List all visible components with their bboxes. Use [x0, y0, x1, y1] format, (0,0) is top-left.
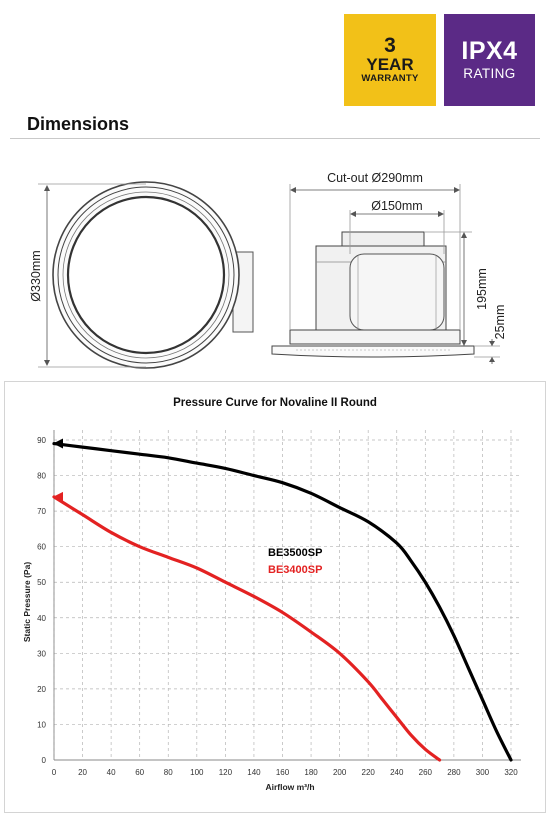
x-tick-label-260: 260	[419, 768, 433, 777]
fascia-label: 25mm	[493, 305, 507, 340]
dimension-drawings: Ø330mm Cut-out Ø290mm Ø150mm 195mm	[29, 171, 507, 369]
y-tick-label-40: 40	[37, 614, 46, 623]
cutout-dimension	[289, 184, 461, 330]
height-label: 195mm	[475, 268, 489, 310]
chart-title: Pressure Curve for Novaline II Round	[173, 397, 377, 409]
fascia-dimension	[474, 339, 500, 364]
y-axis-title: Static Pressure (Pa)	[22, 562, 32, 642]
warranty-badge: 3 YEAR WARRANTY	[344, 14, 436, 106]
y-tick-label-90: 90	[37, 436, 46, 445]
x-tick-label-40: 40	[107, 768, 116, 777]
chart-grid	[53, 430, 521, 761]
warranty-label: WARRANTY	[361, 73, 419, 84]
chart-series	[52, 438, 513, 762]
x-tick-label-220: 220	[362, 768, 376, 777]
y-tick-label-0: 0	[42, 756, 47, 765]
cutout-label: Cut-out Ø290mm	[327, 171, 423, 185]
y-tick-label-20: 20	[37, 685, 46, 694]
side-view-fascia	[271, 345, 475, 358]
chart-ticks: 0 20 40 60 80 100 120 140 160 180 200 220 240 260 280 3…	[37, 436, 518, 777]
legend-entry-be3400sp: BE3400SP	[268, 564, 322, 576]
pressure-curve-chart: Pressure Curve for Novaline II Round 0 20…	[22, 397, 521, 792]
x-tick-label-300: 300	[476, 768, 490, 777]
series-line-be3500sp	[52, 441, 513, 762]
side-view-duct-spigot	[349, 253, 445, 331]
x-tick-label-180: 180	[304, 768, 318, 777]
dimensions-title: Dimensions	[27, 114, 130, 134]
x-tick-label-120: 120	[219, 768, 233, 777]
duct-label: Ø150mm	[371, 199, 422, 213]
y-tick-label-10: 10	[37, 720, 46, 729]
front-view-rim-ring	[57, 186, 235, 364]
side-view-drawing	[271, 231, 475, 358]
ipx-rating-label: RATING	[463, 66, 516, 81]
warranty-number: 3	[384, 34, 396, 57]
diameter-label: Ø330mm	[29, 250, 43, 301]
series-arrow-be3500sp	[53, 438, 63, 449]
ipx-rating-value: IPX4	[461, 37, 518, 65]
legend-entry-be3500sp: BE3500SP	[268, 547, 322, 559]
warranty-year: YEAR	[366, 55, 414, 74]
title-divider	[10, 138, 540, 139]
x-tick-label-60: 60	[135, 768, 144, 777]
ipx-rating-badge: IPX4 RATING	[444, 14, 535, 106]
x-tick-label-140: 140	[247, 768, 261, 777]
diameter-dimension	[38, 183, 146, 368]
front-view-inner-ring	[62, 191, 230, 359]
y-tick-label-30: 30	[37, 649, 46, 658]
x-tick-label-80: 80	[164, 768, 173, 777]
x-tick-label-20: 20	[78, 768, 87, 777]
series-line-be3400sp	[52, 495, 442, 762]
height-dimension	[424, 231, 472, 346]
x-tick-label-320: 320	[504, 768, 518, 777]
side-view-base	[289, 329, 461, 345]
front-view-grille	[66, 195, 226, 355]
y-tick-label-50: 50	[37, 578, 46, 587]
chart-panel	[4, 381, 546, 813]
y-tick-label-60: 60	[37, 543, 46, 552]
x-tick-label-280: 280	[447, 768, 461, 777]
x-tick-label-200: 200	[333, 768, 347, 777]
y-tick-label-80: 80	[37, 472, 46, 481]
chart-legend: BE3500SP BE3400SP	[268, 547, 322, 576]
x-axis-title: Airflow m³/h	[265, 782, 314, 792]
front-view-drawing	[52, 181, 254, 369]
x-tick-label-160: 160	[276, 768, 290, 777]
series-arrow-be3400sp	[53, 491, 63, 502]
y-tick-label-70: 70	[37, 507, 46, 516]
x-tick-label-100: 100	[190, 768, 204, 777]
x-tick-label-240: 240	[390, 768, 404, 777]
x-tick-label-0: 0	[52, 768, 57, 777]
